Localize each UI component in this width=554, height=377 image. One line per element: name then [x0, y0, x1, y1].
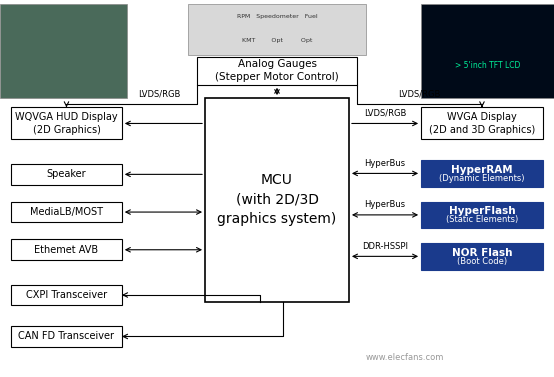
- Text: Analog Gauges
(Stepper Motor Control): Analog Gauges (Stepper Motor Control): [215, 60, 339, 82]
- Text: Speaker: Speaker: [47, 169, 86, 179]
- Text: LVDS/RGB: LVDS/RGB: [138, 89, 181, 98]
- Text: LVDS/RGB: LVDS/RGB: [398, 89, 441, 98]
- FancyBboxPatch shape: [11, 239, 122, 260]
- FancyBboxPatch shape: [188, 4, 366, 55]
- Text: HyperRAM: HyperRAM: [451, 165, 513, 175]
- Text: www.elecfans.com: www.elecfans.com: [365, 353, 444, 362]
- Text: WVGA Display
(2D and 3D Graphics): WVGA Display (2D and 3D Graphics): [429, 112, 535, 135]
- Text: KMT        Opt         Opt: KMT Opt Opt: [242, 38, 312, 43]
- FancyBboxPatch shape: [421, 202, 543, 228]
- FancyBboxPatch shape: [11, 202, 122, 222]
- FancyBboxPatch shape: [11, 285, 122, 305]
- Text: MCU
(with 2D/3D
graphics system): MCU (with 2D/3D graphics system): [217, 173, 337, 226]
- Text: > 5'inch TFT LCD: > 5'inch TFT LCD: [455, 61, 520, 69]
- FancyBboxPatch shape: [11, 164, 122, 185]
- FancyBboxPatch shape: [421, 160, 543, 187]
- Text: CXPI Transceiver: CXPI Transceiver: [26, 290, 107, 300]
- FancyBboxPatch shape: [11, 326, 122, 347]
- Text: (Static Elements): (Static Elements): [446, 215, 518, 224]
- Text: NOR Flash: NOR Flash: [452, 248, 512, 257]
- FancyBboxPatch shape: [421, 107, 543, 139]
- FancyBboxPatch shape: [421, 243, 543, 270]
- FancyBboxPatch shape: [205, 98, 349, 302]
- Text: WQVGA HUD Display
(2D Graphics): WQVGA HUD Display (2D Graphics): [15, 112, 118, 135]
- FancyBboxPatch shape: [197, 57, 357, 85]
- FancyBboxPatch shape: [0, 4, 127, 98]
- Text: Ethemet AVB: Ethemet AVB: [34, 245, 99, 255]
- FancyBboxPatch shape: [421, 4, 554, 98]
- Text: HyperBus: HyperBus: [365, 200, 406, 209]
- Text: MediaLB/MOST: MediaLB/MOST: [30, 207, 103, 217]
- Text: CAN FD Transceiver: CAN FD Transceiver: [18, 331, 115, 342]
- FancyBboxPatch shape: [11, 107, 122, 139]
- Text: (Dynamic Elements): (Dynamic Elements): [439, 174, 525, 183]
- Text: RPM   Speedometer   Fuel: RPM Speedometer Fuel: [237, 14, 317, 19]
- Text: (Boot Code): (Boot Code): [457, 257, 507, 266]
- Text: DDR-HSSPI: DDR-HSSPI: [362, 242, 408, 251]
- Text: HyperBus: HyperBus: [365, 159, 406, 168]
- Text: LVDS/RGB: LVDS/RGB: [364, 109, 406, 118]
- Text: HyperFlash: HyperFlash: [449, 206, 515, 216]
